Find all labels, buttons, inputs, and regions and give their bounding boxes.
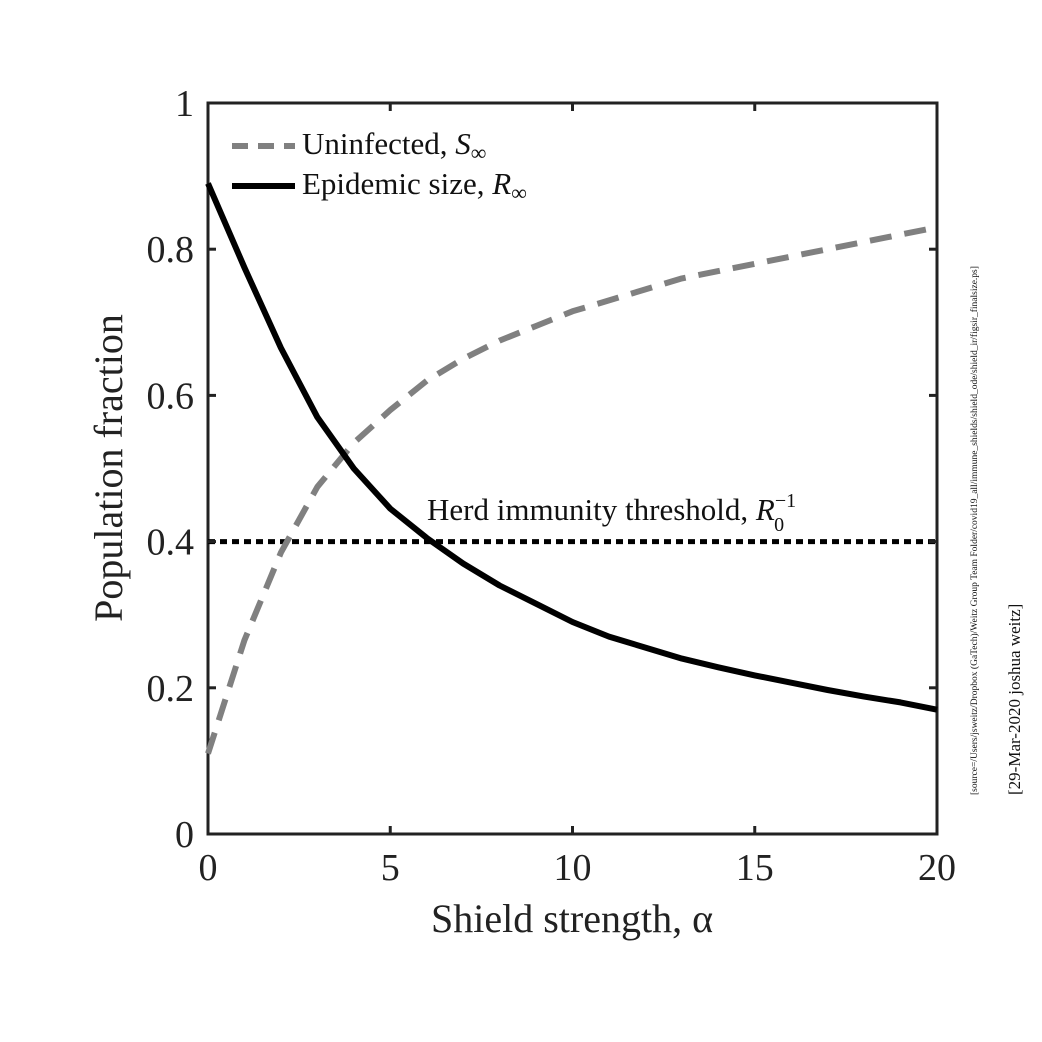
legend-label-uninfected: Uninfected, S∞ [302, 126, 486, 165]
legend: Uninfected, S∞ Epidemic size, R∞ [232, 126, 527, 205]
herd-immunity-annotation: Herd immunity threshold, R−1 0 [427, 490, 796, 536]
y-axis-ticks: 0 0.2 0.4 0.6 0.8 1 [147, 83, 937, 856]
x-tick-label: 20 [918, 847, 956, 889]
y-tick-label: 0.8 [147, 229, 195, 271]
x-tick-label: 0 [199, 847, 218, 889]
axes-box [206, 101, 939, 836]
plot-area [206, 101, 939, 836]
date-stamp-text: [29-Mar-2020 joshua weitz] [1005, 604, 1024, 795]
x-axis-ticks: 0 5 10 15 20 [199, 103, 956, 889]
series-epidemic-size-line [205, 182, 938, 713]
y-tick-label: 0 [175, 814, 194, 856]
series-layer [205, 182, 938, 755]
x-tick-label: 10 [554, 847, 592, 889]
series-uninfected-line [205, 224, 938, 755]
y-tick-label: 0.2 [147, 668, 195, 710]
x-tick-label: 15 [736, 847, 774, 889]
legend-label-epidemic: Epidemic size, R∞ [302, 166, 527, 205]
x-tick-label: 5 [381, 847, 400, 889]
y-tick-label: 0.6 [147, 375, 195, 417]
y-tick-label: 1 [175, 83, 194, 125]
x-axis-label: Shield strength, α [431, 896, 713, 941]
y-axis-label: Population fraction [86, 314, 131, 622]
source-path-text: [source=/Users/jsweitz/Dropbox (GaTech)/… [969, 266, 980, 795]
y-tick-label: 0.4 [147, 522, 195, 564]
